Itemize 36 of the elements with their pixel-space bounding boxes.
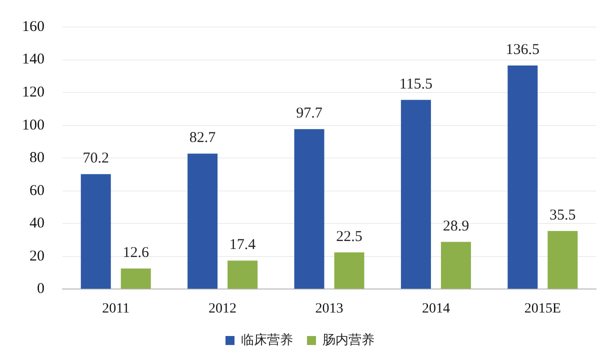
legend-label: 肠内营养	[322, 332, 374, 348]
data-label: 136.5	[506, 42, 540, 58]
data-label: 115.5	[399, 76, 433, 92]
bar	[400, 100, 431, 289]
data-label: 17.4	[229, 237, 256, 254]
y-tick-label: 0	[37, 281, 44, 298]
bar	[120, 268, 151, 289]
x-tick-label: 2014	[422, 301, 450, 316]
data-label: 70.2	[82, 150, 109, 167]
data-label: 82.7	[189, 130, 216, 146]
x-tick-label: 2011	[102, 301, 130, 316]
bar	[294, 129, 324, 289]
bar	[508, 66, 538, 289]
x-tick-label: 2013	[315, 301, 344, 316]
x-tick-label: 2015E	[524, 301, 561, 316]
y-tick-label: 160	[22, 18, 44, 35]
y-tick-label: 140	[22, 52, 44, 68]
bar	[188, 154, 218, 289]
y-tick-label: 80	[30, 150, 44, 166]
data-label: 28.9	[442, 218, 470, 234]
bar	[334, 252, 364, 289]
x-tick-label: 2012	[208, 301, 237, 316]
bar	[228, 260, 258, 289]
legend-label: 临床营养	[241, 332, 293, 348]
data-label: 35.5	[550, 207, 576, 224]
data-label: 22.5	[336, 228, 362, 245]
bar	[80, 174, 111, 289]
bar	[440, 242, 471, 289]
y-tick-label: 40	[30, 216, 44, 232]
bar	[548, 231, 578, 289]
y-tick-label: 100	[22, 117, 44, 134]
data-label: 12.6	[122, 244, 150, 261]
data-label: 97.7	[296, 106, 323, 122]
y-tick-label: 60	[30, 182, 44, 199]
y-tick-label: 120	[22, 84, 44, 100]
y-tick-label: 20	[30, 248, 44, 264]
